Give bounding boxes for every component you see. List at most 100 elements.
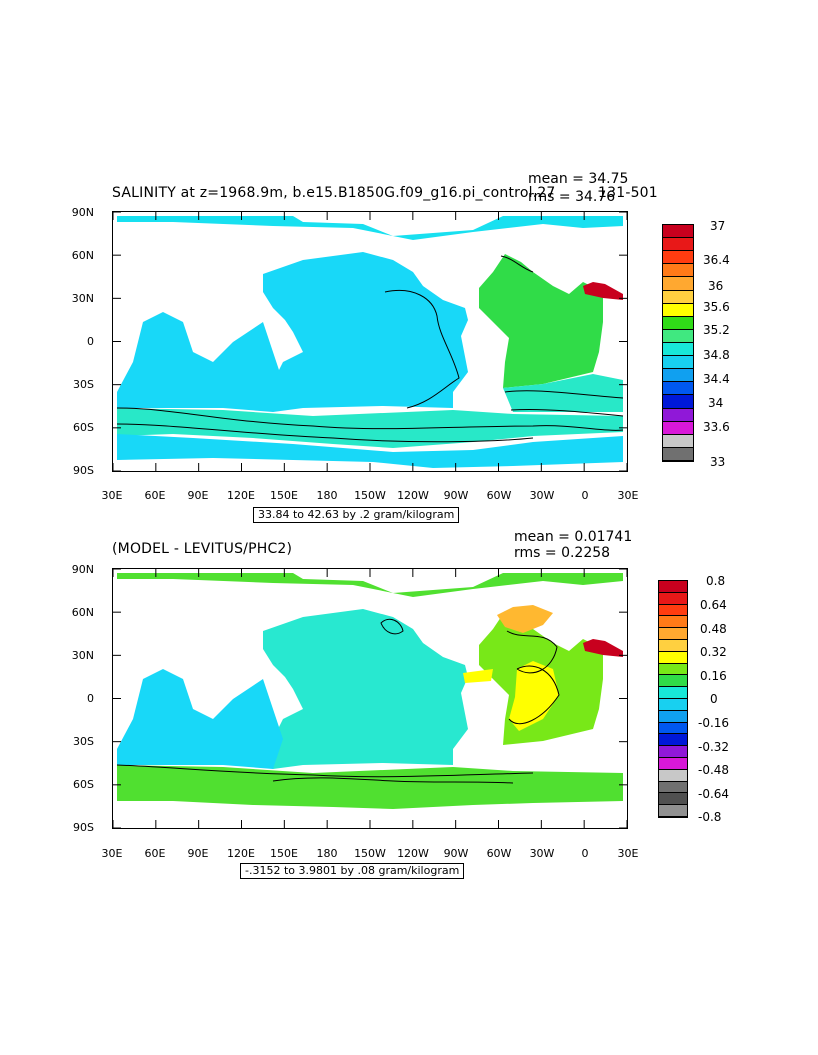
colorbar-label: 34 [708, 396, 724, 410]
lon-label: 30E [617, 489, 639, 502]
lon-label: 120E [227, 489, 255, 502]
colorbar-label: 0.64 [700, 598, 727, 612]
difference-map [112, 568, 628, 829]
lon-label: 180 [316, 489, 338, 502]
colorbar-label: -0.16 [698, 716, 730, 730]
lat-label: 30N [71, 292, 94, 305]
contour-line [510, 408, 624, 417]
mediterranean [583, 639, 623, 657]
colorbar-label: 0.16 [700, 669, 727, 683]
plot-title: (MODEL - LEVITUS/PHC2) [112, 541, 293, 557]
colorbar-label: -0.64 [698, 787, 730, 801]
arctic-ocean [117, 216, 623, 240]
contour-line [500, 255, 534, 273]
colorbar-swatch [659, 604, 687, 617]
lon-label: 180 [316, 847, 338, 860]
plot-title-overlap: 131-501 [598, 185, 658, 201]
colorbar-swatch [659, 663, 687, 676]
colorbar-label: 33.6 [703, 420, 730, 434]
subtropical-yellow [509, 661, 559, 731]
indian-ocean [117, 312, 283, 412]
salinity-map-svg [113, 212, 627, 471]
lon-label: 30E [101, 489, 123, 502]
contour-line [116, 423, 534, 443]
mean-stat: mean = 0.01741 [514, 529, 633, 545]
colorbar-swatch [659, 746, 687, 758]
colorbar-label: -0.32 [698, 740, 730, 754]
lon-label: 90W [443, 489, 469, 502]
equatorial-yellow [463, 669, 493, 683]
mediterranean [583, 282, 623, 300]
colorbar-label: 35.6 [703, 300, 730, 314]
lon-label: 30W [529, 847, 555, 860]
colorbar-swatch [663, 264, 693, 278]
southern-strip [117, 434, 623, 468]
panel-salinity: mean = 34.75 SALINITY at z=1968.9m, b.e1… [0, 0, 818, 523]
contour-line [508, 665, 560, 725]
colorbar-swatch [663, 238, 693, 252]
colorbar-label: 33 [710, 455, 726, 469]
colorbar-swatch [663, 277, 693, 291]
lat-label: 90S [73, 821, 94, 834]
lat-label: 60S [73, 778, 94, 791]
contour-line [116, 407, 624, 431]
colorbar-swatch [663, 225, 693, 239]
colorbar-swatch [659, 628, 687, 640]
lon-label: 30E [617, 847, 639, 860]
lon-label: 90E [187, 489, 209, 502]
colorbar-swatch [663, 434, 693, 448]
arctic-ocean [117, 573, 623, 597]
colorbar-label: 0 [710, 692, 718, 706]
colorbar-swatch [663, 447, 693, 461]
colorbar-swatch [663, 290, 693, 304]
atlantic-ocean [479, 254, 603, 388]
lon-label: 120W [397, 847, 429, 860]
lat-label: 90N [71, 563, 94, 576]
colorbar-label: -0.48 [698, 763, 730, 777]
lat-label: 60N [71, 606, 94, 619]
lon-label: 60W [486, 489, 512, 502]
colorbar-swatch [659, 616, 687, 629]
colorbar-swatch [659, 698, 687, 711]
lon-label: 90E [187, 847, 209, 860]
colorbar-swatch [659, 769, 687, 782]
colorbar-label: 36.4 [703, 253, 730, 267]
difference-map-svg [113, 569, 627, 828]
colorbar [658, 580, 688, 818]
colorbar-swatch [659, 592, 687, 605]
colorbar-swatch [663, 356, 693, 370]
lon-label: 150W [354, 847, 386, 860]
southern-ocean [117, 765, 623, 809]
lon-label: 150E [270, 847, 298, 860]
colorbar-swatch [663, 421, 693, 435]
colorbar-label: 34.4 [703, 372, 730, 386]
colorbar-swatch [659, 710, 687, 723]
plot-title: SALINITY at z=1968.9m, b.e15.B1850G.f09_… [112, 185, 556, 201]
lat-label: 30S [73, 378, 94, 391]
colorbar-swatch [659, 722, 687, 735]
contour-line [384, 290, 460, 409]
lat-label: 0 [87, 335, 94, 348]
lon-label: 120W [397, 489, 429, 502]
lat-label: 90S [73, 464, 94, 477]
colorbar-swatch [663, 251, 693, 265]
colorbar-swatch [659, 581, 687, 593]
contour-line [504, 390, 624, 399]
rms-stat: rms = 0.2258 [514, 545, 611, 561]
lon-label: 150E [270, 489, 298, 502]
lat-label: 60N [71, 249, 94, 262]
lon-label: 90W [443, 847, 469, 860]
colorbar-swatch [663, 395, 693, 409]
colorbar-label: 0.32 [700, 645, 727, 659]
lon-label: 120E [227, 847, 255, 860]
colorbar-swatch [659, 734, 687, 747]
mean-stat: mean = 34.75 [528, 171, 629, 187]
colorbar-swatch [663, 303, 693, 317]
colorbar-swatch [663, 329, 693, 343]
colorbar-swatch [663, 382, 693, 396]
colorbar-swatch [663, 316, 693, 330]
north-pacific [263, 252, 468, 412]
colorbar-swatch [659, 639, 687, 652]
colorbar-label: 0.8 [706, 574, 726, 588]
contour-line [506, 630, 558, 674]
